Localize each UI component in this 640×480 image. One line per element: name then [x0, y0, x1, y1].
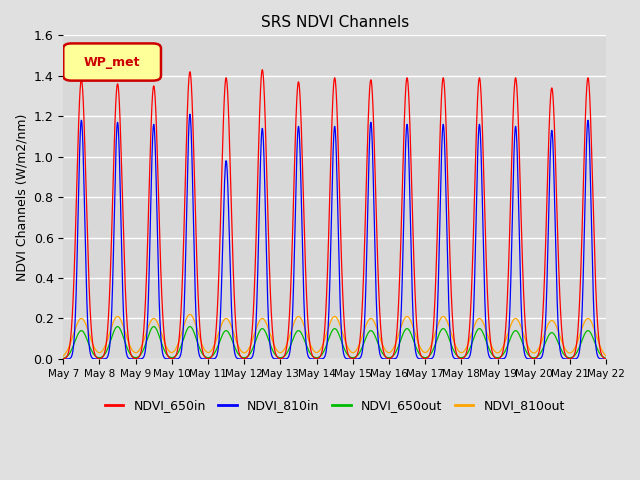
Line: NDVI_810out: NDVI_810out [63, 314, 606, 356]
NDVI_810out [487, 341, 495, 347]
NDVI_810in [262, 257, 270, 263]
NDVI_650out [170, 354, 177, 360]
NDVI_810in [600, 356, 608, 362]
NDVI_810out [60, 353, 67, 359]
NDVI_650out [175, 347, 183, 353]
Y-axis label: NDVI Channels (W/m2/nm): NDVI Channels (W/m2/nm) [15, 113, 28, 281]
Line: NDVI_650in: NDVI_650in [63, 70, 606, 359]
NDVI_810out [175, 337, 183, 343]
Text: WP_met: WP_met [84, 56, 140, 69]
NDVI_650in [600, 355, 608, 361]
NDVI_810out [262, 321, 270, 327]
NDVI_650in [262, 163, 270, 168]
FancyBboxPatch shape [63, 43, 161, 81]
NDVI_650out [114, 324, 122, 329]
NDVI_810out [186, 312, 194, 317]
NDVI_650in [170, 355, 177, 361]
NDVI_810out [410, 325, 417, 331]
Line: NDVI_650out: NDVI_650out [63, 326, 606, 359]
Legend: NDVI_650in, NDVI_810in, NDVI_650out, NDVI_810out: NDVI_650in, NDVI_810in, NDVI_650out, NDV… [100, 395, 570, 418]
NDVI_650in [602, 356, 610, 361]
Line: NDVI_810in: NDVI_810in [63, 114, 606, 359]
NDVI_650in [175, 333, 183, 338]
NDVI_650out [60, 356, 67, 361]
NDVI_810in [170, 356, 177, 362]
NDVI_650out [262, 332, 270, 337]
NDVI_810in [487, 355, 495, 361]
NDVI_810in [602, 356, 610, 362]
NDVI_810in [60, 356, 67, 362]
Title: SRS NDVI Channels: SRS NDVI Channels [260, 15, 409, 30]
NDVI_650in [410, 248, 417, 253]
NDVI_810out [170, 349, 177, 355]
NDVI_650in [487, 339, 495, 345]
NDVI_650out [602, 356, 610, 361]
NDVI_650in [60, 356, 67, 361]
NDVI_810out [600, 351, 608, 357]
NDVI_650out [600, 355, 608, 360]
NDVI_810in [186, 111, 194, 117]
NDVI_810in [175, 355, 183, 360]
NDVI_810out [602, 353, 610, 359]
NDVI_810in [410, 324, 417, 330]
NDVI_650in [259, 67, 266, 72]
NDVI_650out [410, 337, 417, 343]
NDVI_650out [487, 349, 495, 355]
